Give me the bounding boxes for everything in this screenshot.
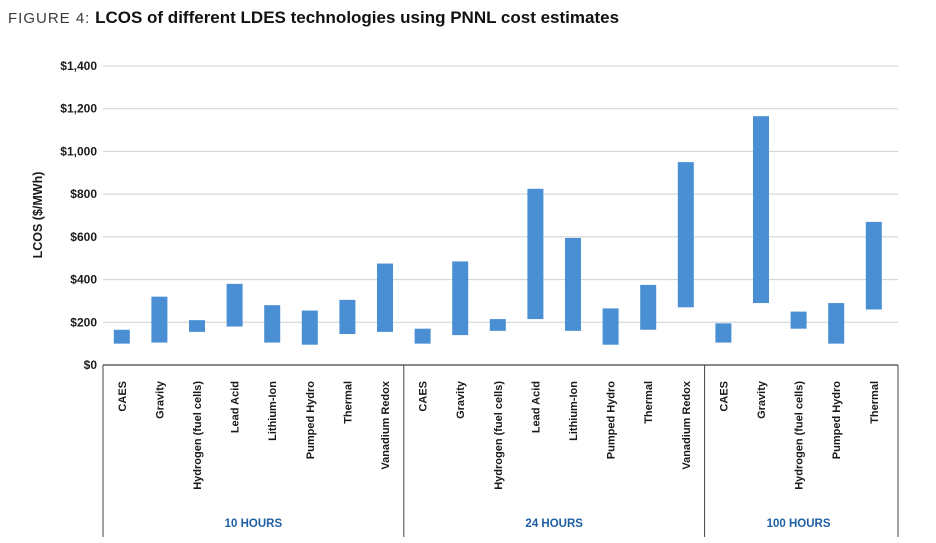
y-tick-label: $1,000 <box>60 144 97 158</box>
range-bar <box>339 299 356 335</box>
category-label: Gravity <box>455 380 467 419</box>
range-bar <box>715 323 732 343</box>
figure-number: FIGURE 4: <box>8 10 91 27</box>
figure-title: FIGURE 4: LCOS of different LDES technol… <box>8 8 619 28</box>
range-bar <box>565 237 581 331</box>
category-label: Thermal <box>643 381 655 424</box>
category-label: Lithium-Ion <box>267 381 279 441</box>
y-tick-label: $0 <box>84 358 98 372</box>
y-tick-label: $200 <box>70 315 97 329</box>
category-label: CAES <box>718 381 730 412</box>
range-bar <box>602 308 619 345</box>
category-label: Thermal <box>869 381 881 424</box>
group-dividers <box>102 365 899 537</box>
range-bar <box>189 320 205 332</box>
category-label: Gravity <box>154 380 166 419</box>
chart-title: LCOS of different LDES technologies usin… <box>95 8 620 27</box>
category-label: Hydrogen (fuel cells) <box>794 381 806 490</box>
y-tick-label: $800 <box>70 187 97 201</box>
category-label: Pumped Hydro <box>831 381 843 460</box>
group-label: 24 HOURS <box>525 518 583 530</box>
range-bar <box>640 284 657 330</box>
category-label: Gravity <box>756 380 768 419</box>
category-label: CAES <box>418 381 430 412</box>
range-bar <box>414 328 431 344</box>
range-bar <box>113 329 130 344</box>
range-bar <box>790 311 807 329</box>
range-bar <box>226 283 243 327</box>
range-bar <box>151 296 168 343</box>
category-label: Lead Acid <box>530 381 542 433</box>
range-bar <box>452 261 469 336</box>
y-tick-label: $1,200 <box>60 102 97 116</box>
category-label: Vanadium Redox <box>380 380 392 470</box>
range-bar <box>677 162 694 308</box>
y-tick-labels: $0 $200 $400 $600 $800 $1,000 $1,200 $1,400 <box>60 59 97 372</box>
category-label: Hydrogen (fuel cells) <box>192 381 204 490</box>
group-label: 100 HOURS <box>767 518 831 530</box>
y-tick-label: $400 <box>70 273 97 287</box>
bars <box>113 116 882 345</box>
range-bar <box>264 305 281 343</box>
range-bar <box>753 116 769 304</box>
category-label: Pumped Hydro <box>606 381 618 460</box>
category-label: Hydrogen (fuel cells) <box>493 381 505 490</box>
category-label: Pumped Hydro <box>305 381 317 460</box>
category-labels: CAES Gravity Hydrogen (fuel cells) Lead Aci… <box>117 380 881 490</box>
range-bar <box>527 188 544 320</box>
category-label: CAES <box>117 381 129 412</box>
y-tick-label: $1,400 <box>60 59 97 73</box>
category-label: Vanadium Redox <box>681 380 693 470</box>
category-label: Lead Acid <box>230 381 242 433</box>
range-bar <box>301 310 318 345</box>
group-labels: 10 HOURS 24 HOURS 100 HOURS <box>225 518 831 530</box>
y-axis-title: LCOS ($/MWh) <box>31 172 45 259</box>
range-bar <box>865 221 882 310</box>
range-bar <box>828 303 845 344</box>
category-label: Lithium-Ion <box>568 381 580 441</box>
group-label: 10 HOURS <box>225 518 283 530</box>
range-bar <box>377 263 393 332</box>
category-label: Thermal <box>342 381 354 424</box>
range-bar <box>489 319 506 331</box>
y-tick-label: $600 <box>70 230 97 244</box>
